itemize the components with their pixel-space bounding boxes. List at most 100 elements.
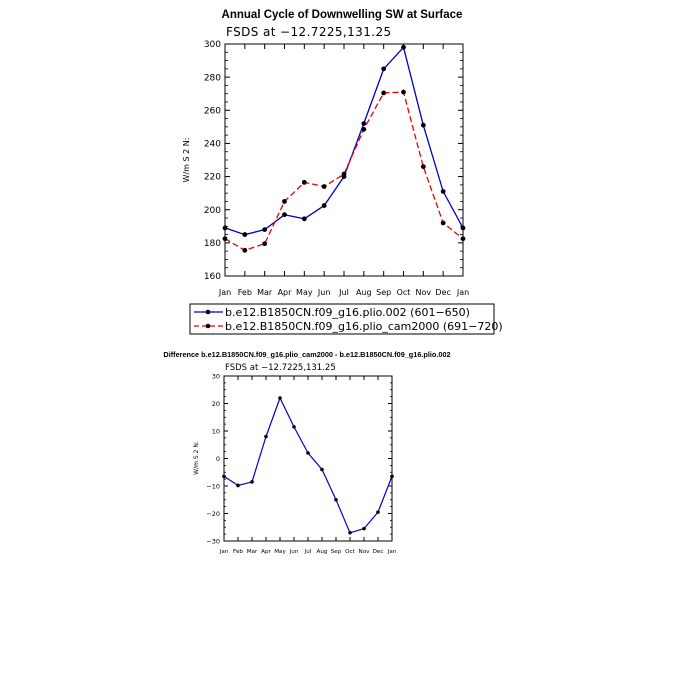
data-point-series-1 [362,526,366,531]
data-point-series-1 [282,212,287,218]
y-tick-label: 200 [204,206,221,216]
data-point-series-1 [242,232,248,237]
x-tick-label: Feb [233,549,243,555]
data-point-series-1 [222,225,228,231]
data-point-series-1 [222,474,226,479]
x-tick-label: Nov [359,549,371,555]
data-point-series-1 [292,425,296,429]
x-tick-label: Dec [435,288,450,297]
x-tick-label: Jul [338,288,349,297]
chart-subtitle: FSDS at −12.7225,131.25 [225,363,336,373]
y-tick-label: 160 [204,272,221,282]
y-tick-label: 0 [216,455,220,463]
y-axis: −30 −20 −10 0 10 20 30 [206,372,392,545]
series-group [222,44,466,253]
x-tick-label: May [274,549,286,555]
x-tick-label: Mar [257,288,273,297]
x-axis: Jan Feb Mar Apr May Jun Jul Aug Sep Oct Nov Dec Jan [219,376,397,555]
data-point-series-2 [242,247,248,253]
x-axis: Jan Feb Mar Apr May Jun Jul Aug Sep Oct Nov Dec Jan [218,44,469,297]
data-point-series-2 [222,236,228,242]
data-point-series-2 [282,199,287,204]
data-point-series-1 [348,530,352,535]
data-point-series-1 [250,480,254,484]
x-tick-label: Sep [331,549,342,555]
x-tick-label: Jan [387,549,397,555]
x-tick-label: Sep [376,288,391,297]
y-tick-label: 180 [204,239,221,249]
x-tick-label: Aug [317,549,328,555]
legend-label-series-2: b.e12.B1850CN.f09_g16.plio_cam2000 (691−… [225,320,503,333]
data-point-series-1 [321,203,327,208]
data-point-series-1 [262,227,268,233]
x-tick-label: Apr [261,549,271,555]
data-point-series-2 [341,171,347,177]
data-point-series-1 [264,434,268,439]
data-point-series-2 [440,220,446,226]
data-point-series-2 [361,126,367,132]
data-point-series-1 [401,44,406,50]
data-point-series-1 [306,451,310,455]
data-point-series-1 [301,216,307,222]
x-tick-label: Aug [356,288,372,297]
x-tick-label: Jun [317,288,331,297]
data-point-series-1 [361,121,367,126]
y-tick-label: 30 [212,372,220,380]
panel-difference: Difference b.e12.B1850CN.f09_g16.plio_ca… [163,350,450,555]
chart-title: Annual Cycle of Downwelling SW at Surfac… [222,9,463,21]
y-axis-label: W/m S 2 N: [193,441,200,475]
data-point-series-1 [278,396,282,400]
x-tick-label: Jan [218,288,231,297]
data-point-series-1 [390,474,394,479]
data-point-series-2 [401,89,406,95]
legend-marker-series-2 [205,323,211,329]
y-tick-label: 20 [212,400,220,408]
x-tick-label: Jan [456,288,469,297]
data-point-series-2 [381,90,387,96]
data-point-series-2 [262,241,268,247]
y-tick-label: 300 [204,40,221,50]
y-tick-label: 280 [204,73,221,83]
x-tick-label: Jan [219,549,229,555]
y-axis: 160 180 200 220 240 260 280 300 [204,40,463,282]
x-tick-label: Dec [373,549,384,555]
data-point-series-2 [321,184,327,189]
chart-subtitle: FSDS at −12.7225,131.25 [226,25,392,39]
legend-label-series-1: b.e12.B1850CN.f09_g16.plio.002 (601−650) [225,306,470,319]
panel-annual-cycle: Annual Cycle of Downwelling SW at Surfac… [182,9,503,335]
data-point-series-1 [381,66,387,72]
y-tick-label: 10 [212,427,220,435]
legend-marker-series-1 [205,309,211,315]
x-tick-label: Nov [416,288,432,297]
y-tick-label: 240 [204,140,221,150]
y-tick-label: −10 [206,482,220,490]
y-axis-label: W/m S 2 N: [182,138,191,183]
data-point-series-1 [440,189,446,194]
x-tick-label: Jun [289,549,299,555]
data-point-series-1 [420,122,426,128]
x-tick-label: Oct [397,288,411,297]
series-group [222,396,394,535]
x-tick-label: Feb [238,288,252,297]
legend: b.e12.B1850CN.f09_g16.plio.002 (601−650)… [189,303,503,335]
legend-box [189,303,495,335]
x-tick-label: Jul [304,549,312,555]
y-tick-label: 260 [204,106,221,116]
x-tick-label: Mar [247,549,258,555]
data-point-series-2 [301,179,307,185]
data-point-series-1 [320,467,324,472]
y-tick-label: −30 [206,537,220,545]
data-point-series-2 [420,164,426,170]
x-tick-label: Oct [345,549,355,555]
y-tick-label: −20 [206,510,220,518]
chart-title: Difference b.e12.B1850CN.f09_g16.plio_ca… [163,350,450,359]
data-point-series-1 [236,483,240,488]
data-point-series-1 [460,225,466,231]
data-point-series-2 [460,236,466,242]
data-point-series-1 [334,497,338,502]
data-point-series-1 [376,510,380,514]
y-tick-label: 220 [204,173,221,183]
x-tick-label: May [296,288,313,297]
